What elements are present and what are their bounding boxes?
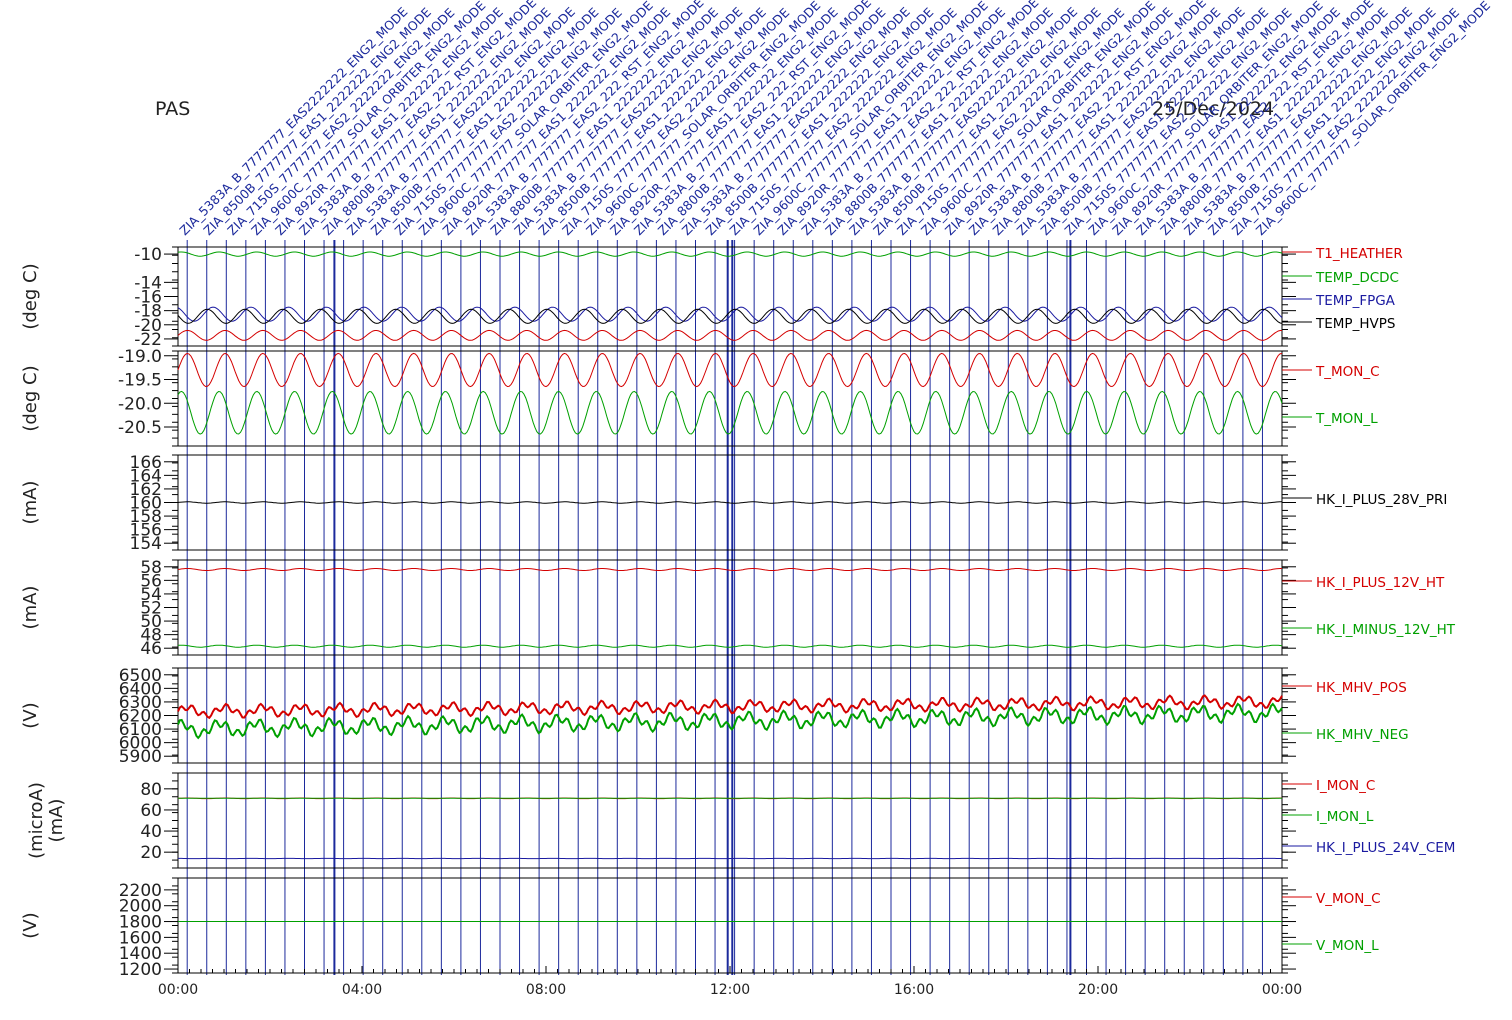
y-tick-label: -20.5 [118,418,162,438]
legend-label: HK_I_MINUS_12V_HT [1316,622,1456,638]
legend-label: T1_HEATHER [1315,246,1403,262]
y-tick-label: 164 [130,466,162,486]
y-tick-label: 50 [140,612,162,632]
y-tick-label: 58 [140,558,162,578]
y-axis-label: (microA) [26,782,47,859]
x-tick-label: 16:00 [894,982,934,998]
y-tick-label: 1400 [119,944,162,964]
x-tick-label: 12:00 [710,982,750,998]
y-tick-label: -14 [134,273,162,293]
series-line [177,390,1283,435]
y-tick-label: 156 [130,521,162,541]
y-tick-label: 2000 [119,897,162,917]
y-tick-label: -20.0 [118,394,162,414]
legend-label: HK_I_PLUS_12V_HT [1316,575,1445,591]
y-tick-label: 6200 [119,707,162,727]
y-axis-label: (deg C) [20,263,41,329]
legend-label: TEMP_FPGA [1315,293,1396,309]
y-tick-label: 6100 [119,720,162,740]
legend-label: HK_I_PLUS_24V_CEM [1316,840,1455,856]
y-tick-label: -10 [134,245,162,265]
y-axis-label: (mA) [20,481,41,525]
legend-label: T_MON_L [1315,411,1378,427]
series-line [177,568,1282,571]
y-tick-label: 48 [140,626,162,646]
x-axis: 00:00 04:00 08:00 12:00 16:00 20:00 00:00 [158,966,1302,998]
series-line [177,329,1282,341]
y-tick-label: 5900 [119,747,162,767]
y-tick-label: 1200 [119,960,162,980]
series-line [177,308,1283,324]
y-tick-label: -18 [134,302,162,322]
y-axis-label: (V) [20,912,41,938]
y-tick-label: 154 [130,534,162,554]
y-tick-label: -22 [134,330,162,350]
series-line [177,702,1283,740]
legend-label: TEMP_DCDC [1315,270,1399,286]
legend-label: HK_MHV_NEG [1316,727,1409,743]
y-tick-label: 56 [140,571,162,591]
y-tick-label: 46 [140,639,162,659]
y-tick-label: 40 [140,822,162,842]
y-tick-label: 158 [130,507,162,527]
series-line [177,501,1282,504]
x-tick-label: 04:00 [342,982,382,998]
y-tick-label: 1600 [119,928,162,948]
y-tick-label: 54 [140,585,162,605]
y-tick-label: 166 [130,453,162,473]
panel-1: -10 -14-16-18-20-22 (deg C) T1_HEATHER TEMP_… [20,245,1403,350]
legend-label: HK_I_PLUS_28V_PRI [1316,492,1447,508]
x-tick-label: 08:00 [526,982,566,998]
y-tick-label: 160 [130,494,162,514]
y-tick-label: 6500 [119,666,162,686]
y-tick-label: 2200 [119,881,162,901]
series-line [177,352,1283,388]
panel-2: -19.0 -19.5 -20.0 -20.5 (deg C) T_MON_C T_MON_… [20,347,1380,447]
y-axis-label: (V) [20,702,41,728]
y-tick-label: 80 [140,780,162,800]
y-tick-label: 6000 [119,734,162,754]
y-tick-label: 6300 [119,693,162,713]
y-tick-label: 60 [140,801,162,821]
instrument-title: PAS [155,98,191,120]
y-tick-label: 162 [130,480,162,500]
series-line [177,694,1283,720]
legend-label: TEMP_HVPS [1315,316,1395,332]
series-line [177,644,1283,648]
y-tick-label: 20 [140,843,162,863]
x-tick-label: 20:00 [1078,982,1118,998]
x-tick-label: 00:00 [158,982,198,998]
legend-label: I_MON_C [1316,778,1375,794]
legend-label: I_MON_L [1316,809,1374,825]
x-tick-label: 00:00 [1262,982,1302,998]
series-line [177,251,1283,257]
y-tick-label: -16 [134,288,162,308]
y-axis-label-2: (mA) [46,799,67,843]
y-tick-label: 1800 [119,913,162,933]
y-tick-label: 6400 [119,679,162,699]
y-axis-label: (mA) [20,586,41,630]
y-tick-label: -19.5 [118,371,162,391]
event-labels: ZIA_5383A_B_7777777_EAS2222222_ENG2_MODE… [176,0,1493,238]
plot-date: 25/Dec/2024 [1152,98,1275,120]
y-tick-label: -19.0 [118,347,162,367]
y-tick-label: -20 [134,316,162,336]
y-axis-label: (deg C) [20,365,41,431]
event-markers [186,240,1263,975]
legend-label: V_MON_C [1316,891,1381,907]
y-tick-label: 52 [140,599,162,619]
legend-label: V_MON_L [1316,938,1379,954]
legend-label: T_MON_C [1315,364,1380,380]
legend-label: HK_MHV_POS [1316,680,1407,696]
